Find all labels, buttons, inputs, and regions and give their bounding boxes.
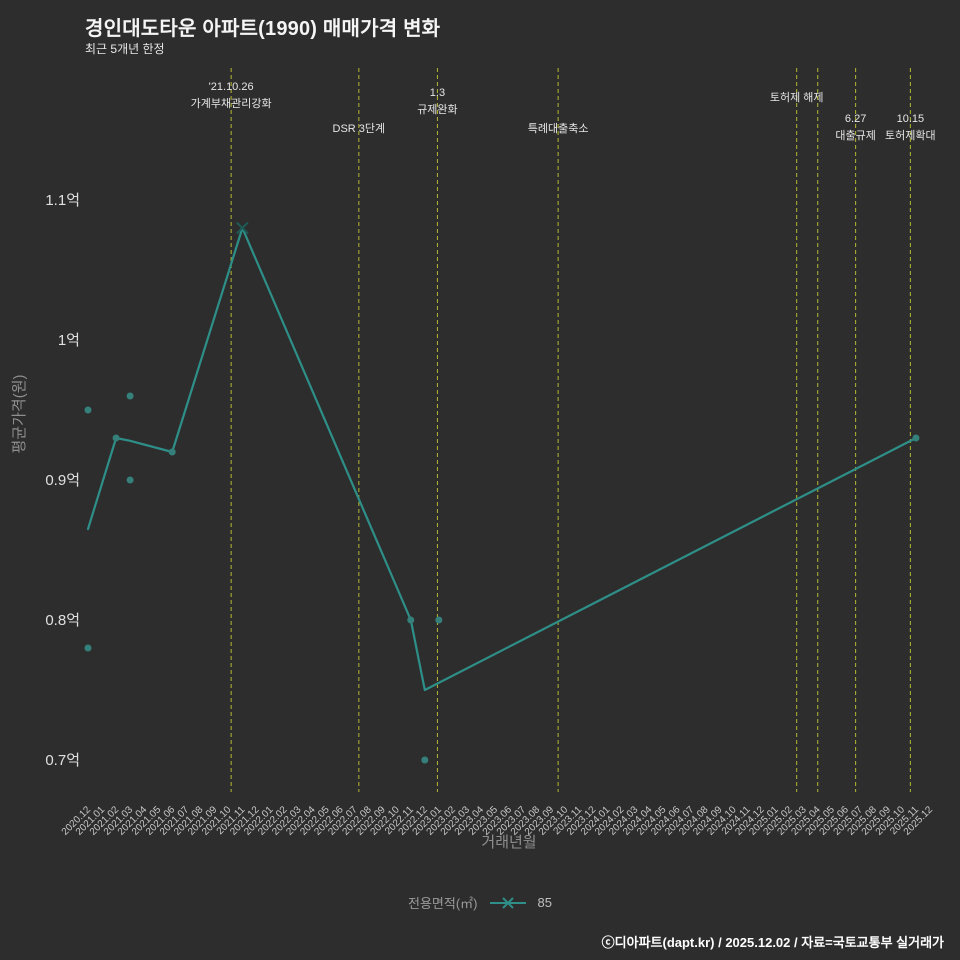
y-tick-label: 0.8억 [45, 612, 80, 629]
price-line [86, 226, 918, 692]
annotation-label: 가계부채관리강화 [191, 97, 272, 110]
scatter-point [126, 476, 134, 484]
legend-x-marker-icon [501, 896, 514, 909]
annotation-label: '21.10.26 [209, 81, 254, 93]
y-tick-label: 1.1억 [45, 192, 80, 209]
scatter-point [168, 448, 176, 456]
annotation-label: 6.27 [845, 113, 866, 125]
scatter-point [84, 644, 92, 652]
peak-marker-x [236, 221, 249, 235]
y-axis-label: 평균가격(원) [11, 375, 28, 454]
scatter-point [84, 406, 92, 414]
scatter-point [435, 616, 443, 624]
x-axis-label: 거래년월 [481, 834, 536, 851]
annotation-label: 1.3 [430, 87, 445, 99]
y-tick-label: 1억 [58, 332, 80, 349]
source-credit: ⓒ디아파트(dapt.kr) / 2025.12.02 / 자료=국토교통부 실… [601, 935, 944, 950]
legend-label: 전용면적(㎡) [408, 896, 478, 911]
chart-subtitle: 최근 5개년 한정 [85, 42, 165, 56]
scatter-point [126, 392, 134, 400]
legend: 전용면적(㎡) 85 [0, 893, 960, 912]
annotation-label: 대출규제 [835, 129, 875, 142]
legend-line-sample [489, 896, 526, 909]
y-tick-label: 0.7억 [45, 752, 80, 769]
y-tick-label: 0.9억 [45, 472, 80, 489]
annotation-label: 특례대출축소 [528, 122, 589, 135]
scatter-point [112, 434, 120, 442]
annotation-label: 규제완화 [417, 103, 457, 116]
legend-series-name: 85 [537, 895, 552, 910]
scatter-point [421, 756, 429, 764]
annotation-label: 토허제확대 [885, 129, 936, 142]
scatter-point [912, 434, 920, 442]
chart-title: 경인대도타운 아파트(1990) 매매가격 변화 [85, 18, 441, 40]
annotation-label: 10.15 [897, 113, 925, 125]
scatter-point [407, 616, 415, 624]
annotation-label: 토허제 해제 [770, 90, 824, 104]
annotation-label: DSR 3단계 [333, 122, 386, 135]
